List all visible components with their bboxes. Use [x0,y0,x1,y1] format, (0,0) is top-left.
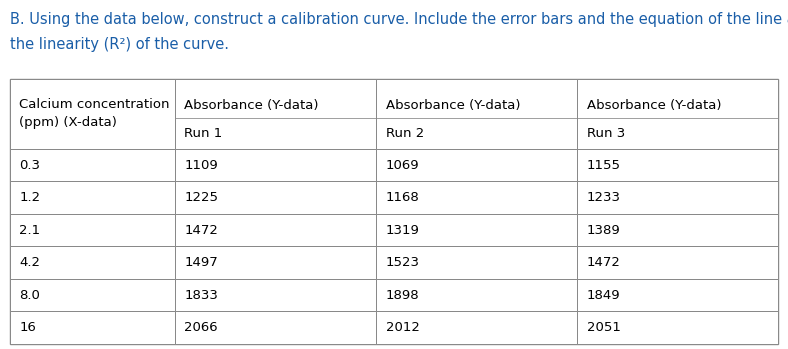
Bar [10,149,175,181]
Text: Run 1: Run 1 [184,127,223,140]
Text: 8.0: 8.0 [20,289,40,302]
Text: 1389: 1389 [586,224,620,237]
Bar [578,279,778,311]
Text: Calcium concentration
(ppm) (X-data): Calcium concentration (ppm) (X-data) [20,98,170,129]
Text: 1109: 1109 [184,158,218,172]
Bar [377,149,578,181]
Text: Absorbance (Y-data): Absorbance (Y-data) [586,99,721,112]
Bar [10,214,175,246]
Text: B. Using the data below, construct a calibration curve. Include the error bars a: B. Using the data below, construct a cal… [10,12,788,27]
Bar [377,311,578,344]
Bar [10,79,175,149]
Bar [377,246,578,279]
Text: 1225: 1225 [184,191,218,204]
Bar [175,149,377,181]
Bar [377,279,578,311]
Bar [578,311,778,344]
Bar [578,214,778,246]
Text: 1472: 1472 [184,224,218,237]
Bar [175,181,377,214]
Text: 1155: 1155 [586,158,621,172]
Bar [10,279,175,311]
Text: 1233: 1233 [586,191,621,204]
Text: 1472: 1472 [586,256,620,269]
Bar [578,181,778,214]
Text: 2012: 2012 [385,321,419,334]
Bar [10,311,175,344]
Bar [10,246,175,279]
Bar [175,246,377,279]
Text: 4.2: 4.2 [20,256,40,269]
Bar [10,181,175,214]
Bar [377,181,578,214]
Bar [175,311,377,344]
Bar [175,279,377,311]
Text: 2051: 2051 [586,321,620,334]
Bar [377,214,578,246]
Text: 1898: 1898 [385,289,419,302]
Text: 1497: 1497 [184,256,218,269]
Text: 1.2: 1.2 [20,191,40,204]
Bar [578,246,778,279]
Bar [175,214,377,246]
Text: Absorbance (Y-data): Absorbance (Y-data) [184,99,319,112]
Text: the linearity (R²) of the curve.: the linearity (R²) of the curve. [10,37,229,52]
Text: 1069: 1069 [385,158,419,172]
Text: 1523: 1523 [385,256,419,269]
Text: 1833: 1833 [184,289,218,302]
Text: 2.1: 2.1 [20,224,40,237]
Text: 2066: 2066 [184,321,218,334]
Text: Absorbance (Y-data): Absorbance (Y-data) [385,99,520,112]
Text: Run 2: Run 2 [385,127,424,140]
Text: 0.3: 0.3 [20,158,40,172]
Text: 1168: 1168 [385,191,419,204]
Text: 1849: 1849 [586,289,620,302]
Text: 16: 16 [20,321,36,334]
Bar [175,79,377,149]
Bar [377,79,578,149]
Bar [578,79,778,149]
Text: 1319: 1319 [385,224,419,237]
Bar [578,149,778,181]
Text: Run 3: Run 3 [586,127,625,140]
